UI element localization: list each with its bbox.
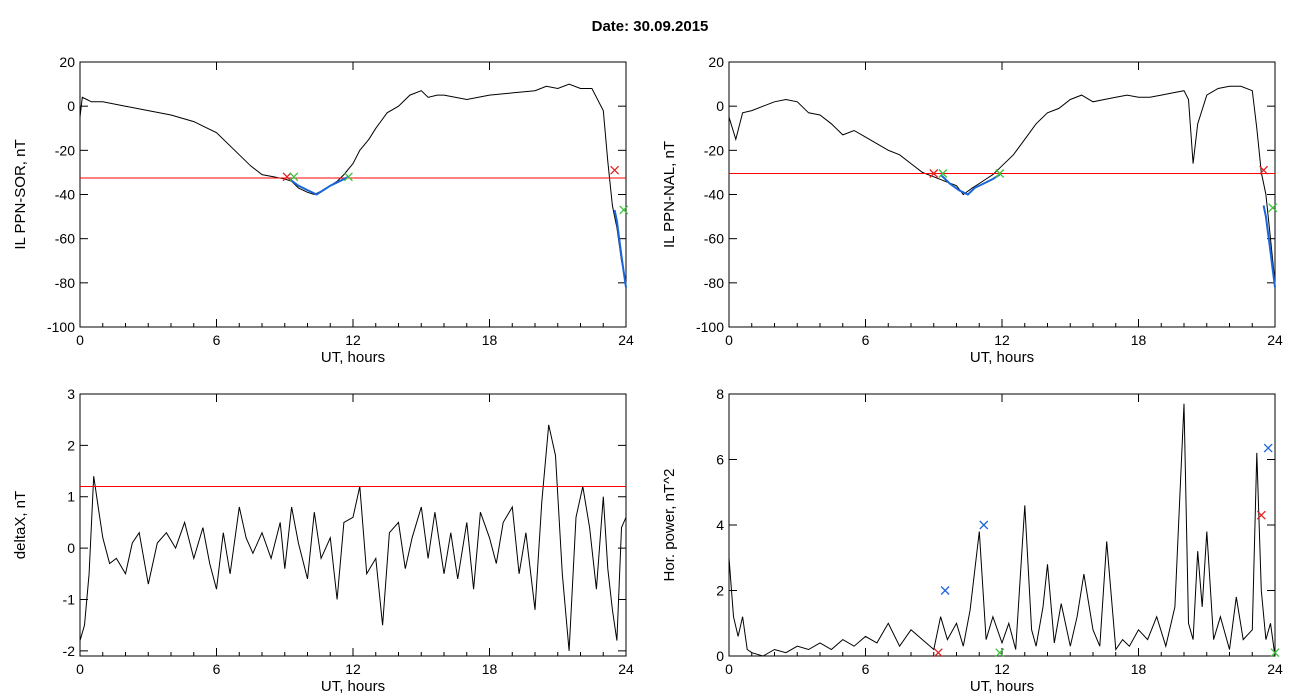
- chart4-marker-blue: [1263, 443, 1273, 453]
- chart3-y-axis-label: deltaX, nT: [12, 491, 29, 559]
- chart4-marker-green: [1270, 648, 1280, 658]
- chart1-x-axis-label: UT, hours: [321, 349, 385, 366]
- chart4-marker-red: [1256, 510, 1266, 520]
- chart3-x-tick-label: 0: [76, 661, 84, 677]
- chart1-y-tick-label: -80: [55, 275, 75, 291]
- chart4-y-tick-label: 2: [716, 583, 724, 599]
- chart3-x-axis-label: UT, hours: [321, 678, 385, 695]
- chart2-x-tick-label: 6: [862, 332, 870, 348]
- chart1-marker-green: [289, 172, 299, 182]
- chart4-x-tick-label: 6: [862, 661, 870, 677]
- chart2-plot-frame: [728, 61, 1276, 328]
- chart2-y-tick-label: -40: [704, 187, 724, 203]
- chart1-highlight-segment: [288, 175, 349, 196]
- chart1-y-tick-label: 20: [59, 54, 75, 70]
- chart2-y-axis-label: IL PPN-NAL, nT: [661, 141, 678, 248]
- chart4-marker-red: [933, 648, 943, 658]
- chart2-y-tick-label: 20: [708, 54, 724, 70]
- chart2-marker-green: [938, 169, 948, 178]
- chart2-marker-red: [929, 169, 939, 178]
- chart1-y-tick-label: -60: [55, 231, 75, 247]
- chart4-y-tick-label: 0: [716, 648, 724, 664]
- chart4-x-tick-label: 18: [1131, 661, 1147, 677]
- chart1-marker-green: [343, 172, 353, 182]
- chart2-x-tick-label: 24: [1267, 332, 1283, 348]
- chart4-x-axis-label: UT, hours: [970, 678, 1034, 695]
- chart3-y-tick-label: 3: [67, 386, 75, 402]
- chart2-x-tick-label: 18: [1131, 332, 1147, 348]
- chart4-marker-blue: [979, 520, 989, 530]
- chart1-y-tick-label: 0: [67, 98, 75, 114]
- chart1-x-tick-label: 24: [618, 332, 634, 348]
- chart4-y-tick-label: 8: [716, 386, 724, 402]
- chart4-marker-green: [995, 648, 1005, 658]
- chart1-highlight-segment: [613, 209, 627, 288]
- chart3-x-tick-label: 12: [345, 661, 361, 677]
- chart3-x-tick-label: 6: [213, 661, 221, 677]
- chart4-x-tick-label: 0: [725, 661, 733, 677]
- chart2-highlight-segment: [1262, 205, 1276, 288]
- chart1-y-tick-label: -40: [55, 187, 75, 203]
- chart1-x-tick-label: 12: [345, 332, 361, 348]
- chart2-marker-green: [995, 169, 1005, 178]
- chart2-data-line: [728, 85, 1276, 283]
- chart4-data-line: [728, 403, 1276, 657]
- chart4-y-tick-label: 6: [716, 452, 724, 468]
- chart2-y-tick-label: -60: [704, 231, 724, 247]
- chart2-y-tick-label: -20: [704, 142, 724, 158]
- chart3-y-tick-label: 0: [67, 540, 75, 556]
- chart2-marker-red: [1259, 165, 1269, 175]
- chart4-x-tick-label: 12: [994, 661, 1010, 677]
- chart1-marker-red: [610, 165, 620, 175]
- chart2-x-tick-label: 12: [994, 332, 1010, 348]
- chart1-y-tick-label: -100: [47, 319, 75, 335]
- chart1-marker-red: [282, 172, 292, 182]
- chart1-plot-frame: [79, 61, 627, 328]
- chart1-y-tick-label: -20: [55, 142, 75, 158]
- chart3-y-tick-label: -1: [63, 591, 76, 607]
- chart1-x-tick-label: 18: [482, 332, 498, 348]
- chart2-y-tick-label: -100: [696, 319, 724, 335]
- chart1-data-line: [79, 83, 627, 283]
- chart1-y-axis-label: IL PPN-SOR, nT: [12, 139, 29, 249]
- chart2-y-tick-label: -80: [704, 275, 724, 291]
- chart3-x-tick-label: 18: [482, 661, 498, 677]
- chart4-x-tick-label: 24: [1267, 661, 1283, 677]
- chart2-y-tick-label: 0: [716, 98, 724, 114]
- chart1-marker-green: [619, 205, 629, 215]
- chart2-marker-green: [1268, 203, 1278, 213]
- chart3-y-tick-label: 1: [67, 489, 75, 505]
- figure-title: Date: 30.09.2015: [591, 18, 709, 35]
- chart4-y-axis-label: Hor. power, nT^2: [661, 469, 678, 582]
- chart2-x-tick-label: 0: [725, 332, 733, 348]
- chart2-highlight-segment: [939, 173, 1001, 196]
- chart2-x-axis-label: UT, hours: [970, 349, 1034, 366]
- chart3-y-tick-label: 2: [67, 437, 75, 453]
- chart3-data-line: [79, 424, 627, 651]
- chart3-x-tick-label: 24: [618, 661, 634, 677]
- chart1-x-tick-label: 6: [213, 332, 221, 348]
- chart4-marker-blue: [940, 586, 950, 595]
- chart3-y-tick-label: -2: [63, 643, 76, 659]
- chart3-plot-frame: [79, 393, 627, 657]
- chart1-x-tick-label: 0: [76, 332, 84, 348]
- chart4-plot-frame: [728, 393, 1276, 657]
- chart4-y-tick-label: 4: [716, 517, 724, 533]
